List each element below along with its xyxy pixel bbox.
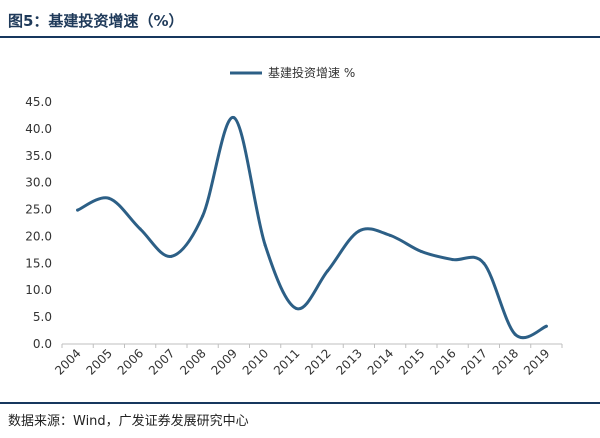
figure-title: 图5：基建投资增速（%） [8, 12, 184, 30]
y-tick-label: 30.0 [25, 176, 52, 190]
data-point-2008 [201, 214, 205, 218]
data-point-2019 [544, 324, 548, 328]
y-tick-label: 10.0 [25, 283, 52, 297]
data-point-2013 [357, 229, 361, 233]
x-tick-label: 2009 [208, 346, 239, 377]
chart-legend: 基建投资增速 % [230, 65, 355, 80]
plot-area [76, 116, 548, 340]
x-tick-label: 2019 [521, 346, 552, 377]
data-point-2006 [138, 227, 142, 231]
y-tick-label: 0.0 [33, 337, 52, 351]
x-tick-label: 2007 [146, 346, 177, 377]
y-tick-label: 35.0 [25, 149, 52, 163]
x-tick-label: 2014 [365, 346, 396, 377]
y-tick-label: 5.0 [33, 310, 52, 324]
data-point-2014 [388, 233, 392, 237]
y-tick-label: 20.0 [25, 229, 52, 243]
data-point-2018 [513, 332, 517, 336]
data-point-2009 [232, 116, 236, 120]
data-point-2011 [294, 307, 298, 311]
data-point-2016 [451, 258, 455, 262]
x-tick-label: 2004 [52, 346, 83, 377]
line-chart: 基建投资增速 % 0.0 5.0 10.0 15.0 20.0 25.0 30.0 35.0 4… [25, 65, 563, 378]
y-tick-label: 40.0 [25, 122, 52, 136]
data-point-2012 [326, 269, 330, 273]
legend-label: 基建投资增速 % [268, 65, 355, 80]
data-source-note: 数据来源：Wind，广发证券发展研究中心 [8, 414, 249, 429]
x-tick-label: 2018 [490, 346, 521, 377]
y-tick-label: 45.0 [25, 95, 52, 109]
x-tick-label: 2012 [302, 346, 333, 377]
x-tick-label: 2013 [333, 346, 364, 377]
data-point-2005 [107, 196, 111, 200]
x-tick-label: 2006 [115, 346, 146, 377]
x-tick-label: 2010 [240, 346, 271, 377]
x-axis: 2004 2005 2006 2007 2008 2009 2010 2011 2012 2013… [52, 343, 563, 378]
x-tick-label: 2005 [83, 346, 114, 377]
data-point-2004 [76, 208, 80, 212]
x-tick-label: 2008 [177, 346, 208, 377]
data-point-2007 [169, 254, 173, 258]
x-tick-label: 2015 [396, 346, 427, 377]
series-line-0 [76, 116, 548, 340]
bottom-divider [0, 402, 600, 404]
top-divider [0, 36, 600, 38]
data-point-2015 [419, 250, 423, 254]
y-tick-label: 25.0 [25, 203, 52, 217]
y-tick-label: 15.0 [25, 256, 52, 270]
x-tick-label: 2017 [458, 346, 489, 377]
y-axis: 0.0 5.0 10.0 15.0 20.0 25.0 30.0 35.0 40.0 45.0 [25, 95, 52, 351]
x-tick-label: 2016 [427, 346, 458, 377]
data-point-2017 [482, 261, 486, 265]
data-point-2010 [263, 243, 267, 247]
x-tick-label: 2011 [271, 346, 302, 377]
